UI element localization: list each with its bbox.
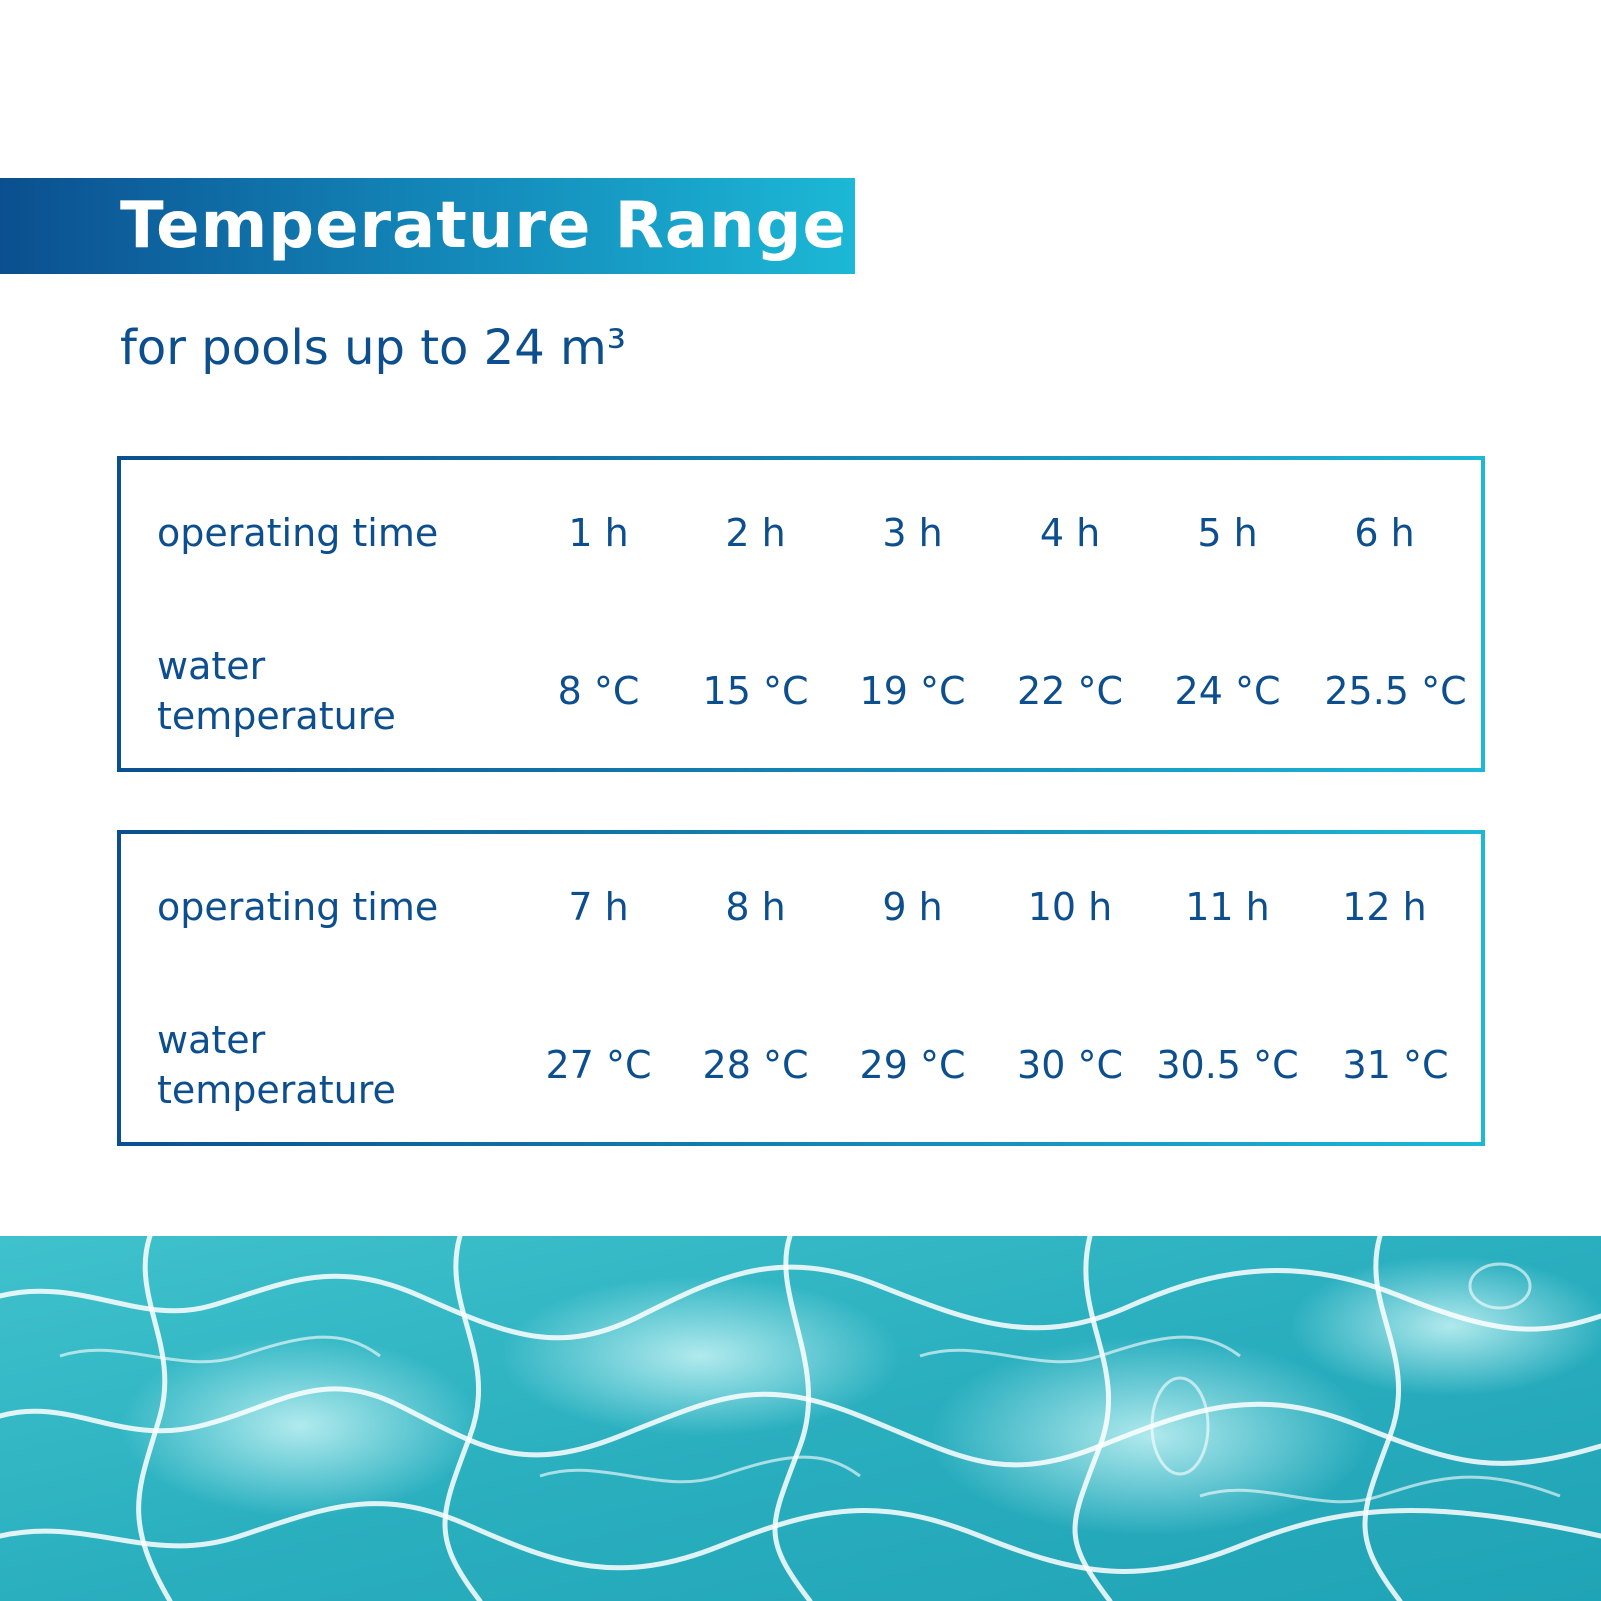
- temp-cell: 31 °C: [1342, 1043, 1449, 1087]
- temp-cell: 24 °C: [1174, 669, 1281, 713]
- row-label-operating-time: operating time: [157, 885, 439, 929]
- temp-cell: 29 °C: [859, 1043, 966, 1087]
- time-cell: 4 h: [1039, 511, 1101, 555]
- time-cell: 1 h: [568, 511, 629, 555]
- row-label-operating-time: operating time: [157, 511, 439, 555]
- time-cell: 6 h: [1354, 511, 1415, 555]
- temp-cell: 15 °C: [702, 669, 809, 713]
- title-banner: Temperature Range: [0, 178, 855, 274]
- time-cell: 8 h: [725, 885, 786, 929]
- row-label-line-1: water: [157, 644, 266, 688]
- temp-cell: 25.5 °C: [1324, 669, 1467, 713]
- pool-water-image: [0, 1236, 1601, 1601]
- row-label-water-temperature: water temperature: [117, 610, 520, 772]
- temp-cell: 30 °C: [1017, 1043, 1123, 1087]
- row-label-water-temperature: water temperature: [117, 984, 520, 1146]
- time-cell: 5 h: [1197, 511, 1258, 555]
- row-label-line-2: temperature: [157, 1068, 396, 1112]
- page-subtitle: for pools up to 24 m³: [120, 320, 626, 376]
- water-caustics-graphic: [0, 1236, 1601, 1601]
- temperature-table-1: operating time water temperature 1 h 2 h…: [117, 456, 1485, 772]
- temp-cell: 28 °C: [702, 1043, 809, 1087]
- time-cell: 2 h: [725, 511, 786, 555]
- page-title: Temperature Range: [120, 189, 847, 263]
- time-cell: 9 h: [882, 885, 943, 929]
- row-label-line-1: water: [157, 1018, 266, 1062]
- table-2-grid: [117, 830, 1485, 1146]
- time-cell: 3 h: [882, 511, 943, 555]
- time-cell: 10 h: [1027, 885, 1113, 929]
- time-cell: 7 h: [568, 885, 629, 929]
- time-cell: 11 h: [1185, 885, 1270, 929]
- temp-cell: 8 °C: [557, 669, 640, 713]
- temperature-table-2: operating time water temperature 7 h 8 h…: [117, 830, 1485, 1146]
- time-cell: 12 h: [1342, 885, 1427, 929]
- temp-cell: 30.5 °C: [1156, 1043, 1299, 1087]
- table-1-grid: [117, 456, 1485, 772]
- temp-cell: 19 °C: [859, 669, 966, 713]
- temp-cell: 27 °C: [545, 1043, 652, 1087]
- row-label-line-2: temperature: [157, 694, 396, 738]
- temp-cell: 22 °C: [1017, 669, 1123, 713]
